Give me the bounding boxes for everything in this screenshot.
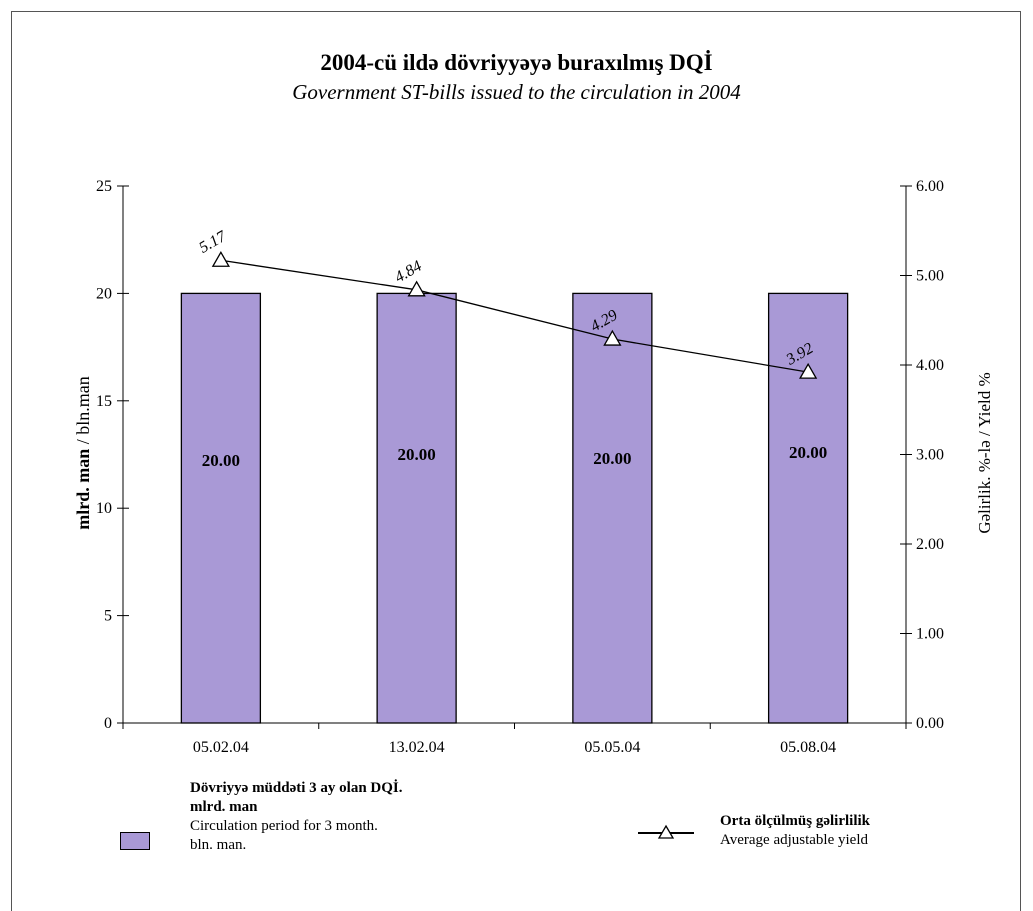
y-left-tick-label: 25 — [96, 178, 112, 195]
legend-bar-entry: Dövriyyə müddəti 3 ay olan DQİ. mlrd. ma… — [190, 779, 403, 855]
y-left-tick-label: 20 — [96, 285, 112, 302]
yield-marker — [407, 280, 426, 297]
y-axis-left-label-rest: / bln.man — [73, 376, 93, 449]
legend-line-swatch — [638, 824, 694, 839]
yield-data-label: 4.84 — [392, 258, 425, 287]
yield-marker — [211, 250, 230, 267]
y-right-tick-label: 3.00 — [916, 447, 944, 464]
x-tick-label: 13.02.04 — [389, 739, 445, 756]
y-right-tick-label: 1.00 — [916, 626, 944, 643]
y-right-tick-label: 2.00 — [916, 536, 944, 553]
chart-title: 2004-cü ildə dövriyyəyə buraxılmış DQİ — [320, 50, 713, 75]
y-axis-left-label-bold: mlrd. man — [73, 449, 93, 530]
bar-data-label: 20.00 — [398, 445, 436, 464]
legend-bar-sub1: Circulation period for 3 month. — [190, 818, 378, 834]
x-tick-label: 05.08.04 — [780, 739, 836, 756]
chart-frame — [11, 11, 1021, 911]
legend-line-entry: Orta ölçülmüş gəlirlilik Average adjusta… — [720, 812, 870, 850]
legend-line-title: Orta ölçülmüş gəlirlilik — [720, 813, 870, 829]
y-left-tick-label: 5 — [104, 608, 112, 625]
bar-series: 20.00 20.00 20.00 20.00 — [180, 292, 849, 724]
bar — [376, 292, 457, 724]
legend-bar-sub2: bln. man. — [190, 837, 247, 853]
yield-marker — [799, 362, 818, 379]
yield-line — [220, 259, 809, 373]
yield-marker — [603, 329, 622, 346]
y-axis-right-label: Gəlirlik. %-lə / Yield % — [975, 372, 994, 533]
bar — [180, 292, 262, 724]
yield-line-series: 5.174.844.293.92 — [196, 228, 818, 379]
y-left-tick-label: 0 — [104, 715, 112, 732]
bar-data-label: 20.00 — [202, 451, 240, 470]
y-right-tick-label: 6.00 — [916, 178, 944, 195]
y-right-tick-label: 4.00 — [916, 357, 944, 374]
x-tick-label: 05.02.04 — [193, 739, 249, 756]
legend-bar-swatch — [120, 832, 150, 850]
bar-data-label: 20.00 — [593, 449, 631, 468]
y-left-tick-label: 15 — [96, 393, 112, 410]
legend-line-sub: Average adjustable yield — [720, 832, 868, 848]
bar-data-label: 20.00 — [789, 443, 827, 462]
y-left-tick-label: 10 — [96, 500, 112, 517]
chart-axes: 0 5 10 15 20 25 0.00 1.00 2.00 3.00 4.00 5.00 6.00 05… — [96, 178, 944, 756]
chart-subtitle: Government ST-bills issued to the circul… — [292, 80, 741, 104]
bar — [572, 292, 653, 724]
yield-data-label: 5.17 — [196, 228, 230, 257]
y-right-tick-label: 5.00 — [916, 268, 944, 285]
legend-bar-title2: mlrd. man — [190, 799, 258, 815]
y-axis-left-label: mlrd. man / bln.man — [73, 376, 93, 530]
y-right-tick-label: 0.00 — [916, 715, 944, 732]
x-tick-label: 05.05.04 — [584, 739, 640, 756]
legend-bar-title: Dövriyyə müddəti 3 ay olan DQİ. — [190, 780, 403, 796]
